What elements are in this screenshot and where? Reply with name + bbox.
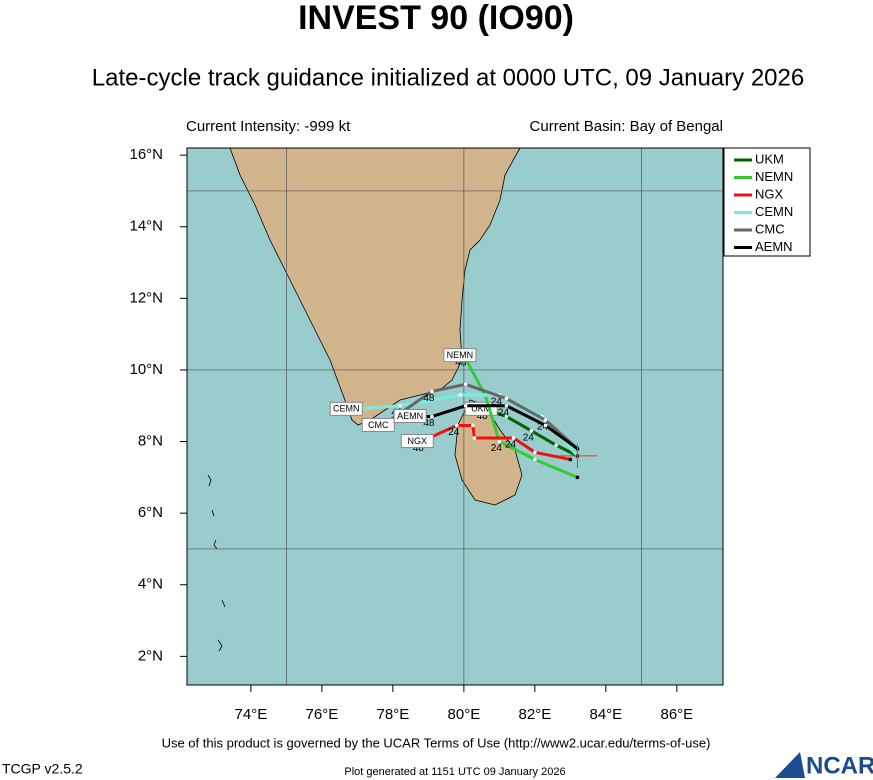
track-point [504, 403, 509, 408]
track-tag: UKM [471, 404, 491, 414]
tau-label: 24 [537, 422, 549, 433]
track [381, 382, 579, 450]
track-tag: AEMN [397, 411, 423, 421]
track-point [533, 450, 537, 455]
legend-label: NGX [755, 186, 784, 201]
track-point [543, 418, 548, 422]
x-tick-label: 80°E [448, 706, 481, 723]
track-point [472, 436, 477, 440]
track-tag-box [400, 434, 434, 449]
track-point [543, 423, 548, 428]
map-frame [186, 147, 724, 686]
x-tick-label: 74°E [235, 706, 268, 723]
track-point [430, 389, 434, 394]
track-point [511, 436, 516, 440]
legend-label: CEMN [755, 204, 793, 219]
y-tick-label: 10°N [129, 361, 163, 378]
track-tag: NGX [408, 436, 428, 446]
x-tick-label: 86°E [661, 706, 694, 723]
track-point [454, 423, 459, 428]
y-tick-label: 4°N [138, 576, 163, 593]
track-point [554, 443, 558, 447]
logo: NCAR [806, 752, 873, 779]
map-layer: 2448UKM2448NEMN242448NGX2448CEMN2448CMC2… [187, 148, 723, 685]
track-point [458, 393, 463, 397]
subtitle: Late-cycle track guidance initialized at… [92, 64, 804, 91]
x-tick-label: 84°E [590, 706, 623, 723]
tau-label: 48 [423, 418, 435, 429]
logo-mark [775, 752, 805, 778]
track-tag-box [361, 417, 395, 432]
legend-label: UKM [755, 151, 784, 166]
track-point [398, 403, 402, 408]
legend-label: AEMN [755, 239, 793, 254]
title: INVEST 90 (IO90) [298, 0, 574, 37]
y-tick-label: 2°N [138, 647, 163, 664]
track-point [463, 382, 468, 387]
tau-label: 24 [498, 407, 510, 418]
track [414, 404, 579, 450]
track-point [497, 439, 502, 444]
legend-label: NEMN [755, 169, 793, 184]
tau-label: 48 [455, 357, 467, 368]
track-point [470, 423, 475, 428]
generated: Plot generated at 1151 UTC 09 January 20… [344, 766, 565, 778]
x-tick-label: 78°E [377, 706, 410, 723]
tau-label: 24 [448, 427, 460, 438]
track-point [575, 475, 580, 480]
y-tick-label: 12°N [129, 289, 163, 306]
track-tag: NEMN [447, 350, 474, 360]
track-point [568, 457, 573, 462]
tau-label: 24 [505, 440, 517, 451]
version: TCGP v2.5.2 [2, 761, 83, 777]
track-point [533, 457, 537, 462]
track-tag-box [443, 348, 477, 363]
tau-label: 48 [423, 393, 435, 404]
maldives [207, 474, 226, 652]
track-point [504, 396, 509, 401]
y-tick-label: 14°N [129, 218, 163, 235]
tau-label: 24 [491, 397, 503, 408]
storm-center [557, 443, 598, 468]
track-tag-box [329, 401, 363, 416]
track-point [463, 403, 468, 408]
tau-label: 48 [413, 443, 425, 454]
track-tag: CMC [368, 420, 389, 430]
tau-label: 24 [491, 443, 503, 454]
legend-label: CMC [755, 221, 785, 236]
track-point [504, 414, 509, 419]
basin: Current Basin: Bay of Bengal [530, 118, 723, 135]
x-tick-label: 76°E [306, 706, 339, 723]
tau-label: 24 [523, 432, 535, 443]
intensity: Current Intensity: -999 kt [186, 118, 351, 135]
tau-label: 48 [477, 411, 489, 422]
y-tick-label: 8°N [138, 433, 163, 450]
track-point [430, 414, 434, 419]
terms: Use of this product is governed by the U… [162, 735, 711, 750]
y-tick-label: 16°N [129, 146, 163, 163]
track-point [529, 429, 534, 433]
legend-box [723, 147, 811, 257]
x-tick-label: 82°E [519, 706, 552, 723]
y-tick-label: 6°N [138, 504, 163, 521]
track-tag-box [393, 409, 427, 423]
track-tag: CEMN [333, 404, 360, 414]
